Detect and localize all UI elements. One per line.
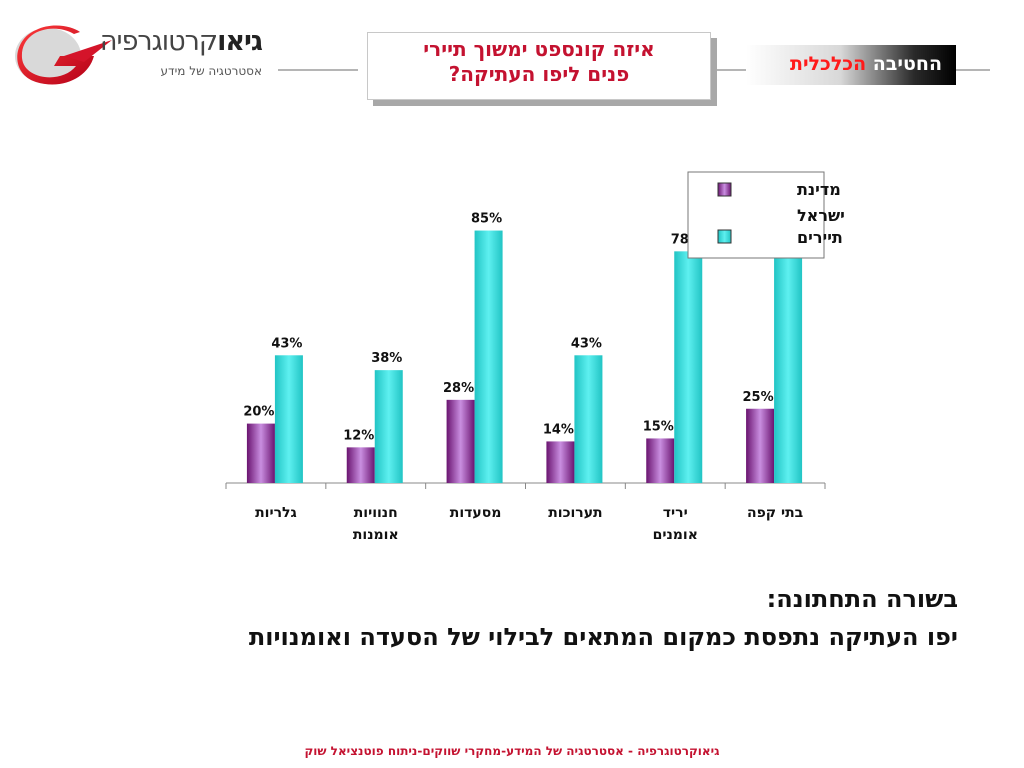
header-divider-mid	[706, 69, 746, 71]
data-label: 28%	[443, 381, 474, 396]
bar-tourists	[674, 251, 703, 483]
legend-box	[687, 171, 825, 259]
header-divider-left	[278, 69, 358, 71]
data-label: 85%	[471, 212, 502, 227]
legend-swatch-israel	[717, 182, 732, 197]
bar-israel	[546, 441, 575, 483]
title-line-1: איזה קונספט ימשוך תיירי	[423, 37, 655, 61]
conclusion-heading: בשורה התחתונה:	[766, 585, 958, 613]
bar-tourists	[274, 355, 303, 483]
division-label: החטיבה הכלכלית	[789, 53, 942, 75]
bar-tourists	[474, 230, 503, 483]
bar-tourists	[574, 355, 603, 483]
legend-swatch-tourists	[717, 229, 732, 244]
data-label: 38%	[371, 351, 402, 366]
category-label: יריד	[663, 505, 688, 521]
logo-g-icon	[15, 25, 112, 85]
header-divider-right	[956, 69, 990, 71]
bar-tourists	[774, 236, 803, 483]
title-line-2: פנים ליפו העתיקה?	[448, 62, 630, 86]
category-label: חנוויות	[354, 505, 398, 521]
bar-israel	[746, 408, 775, 483]
data-label: 43%	[571, 336, 602, 351]
data-label: 25%	[743, 390, 774, 405]
logo-tagline: אסטרטגיה של מידע	[160, 64, 262, 78]
data-label: 12%	[343, 428, 374, 443]
data-label: 15%	[643, 419, 674, 434]
category-label: אומנות	[353, 527, 399, 543]
bar-chart: 20% 43% גלריות 12% 38% חנוויות אומנות 28% 85% מסע…	[225, 171, 845, 543]
legend-label-israel: מדינת	[797, 180, 841, 199]
conclusion-text: יפו העתיקה נתפסת כמקום המתאים לבילוי של …	[248, 623, 958, 651]
bar-israel	[646, 438, 675, 483]
category-label: גלריות	[255, 505, 297, 521]
category-label: מסעדות	[450, 505, 502, 521]
logo-wordmark: גיאוקרטוגרפיה	[99, 26, 263, 57]
category-label: בתי קפה	[747, 505, 803, 521]
footer-text: גיאוקרטוגרפיה - אסטרטגיה של המידע-מחקרי …	[304, 744, 720, 758]
category-label: תערוכות	[548, 505, 602, 521]
category-label: אומנים	[653, 527, 698, 543]
data-label: 14%	[543, 422, 574, 437]
division-banner: החטיבה הכלכלית	[746, 45, 956, 85]
page-title: איזה קונספט ימשוך תיירי פנים ליפו העתיקה…	[368, 37, 710, 87]
data-label: 43%	[271, 336, 302, 351]
title-box: איזה קונספט ימשוך תיירי פנים ליפו העתיקה…	[367, 32, 711, 100]
legend-label-israel-line2: ישראל	[797, 206, 845, 225]
bar-israel	[346, 447, 375, 483]
bar-israel	[446, 399, 475, 483]
legend-label-tourists: תיירים	[797, 228, 843, 247]
data-label: 20%	[243, 405, 274, 420]
bar-tourists	[374, 370, 403, 483]
company-logo: גיאוקרטוגרפיה אסטרטגיה של מידע	[14, 20, 263, 86]
bar-israel	[246, 423, 275, 483]
